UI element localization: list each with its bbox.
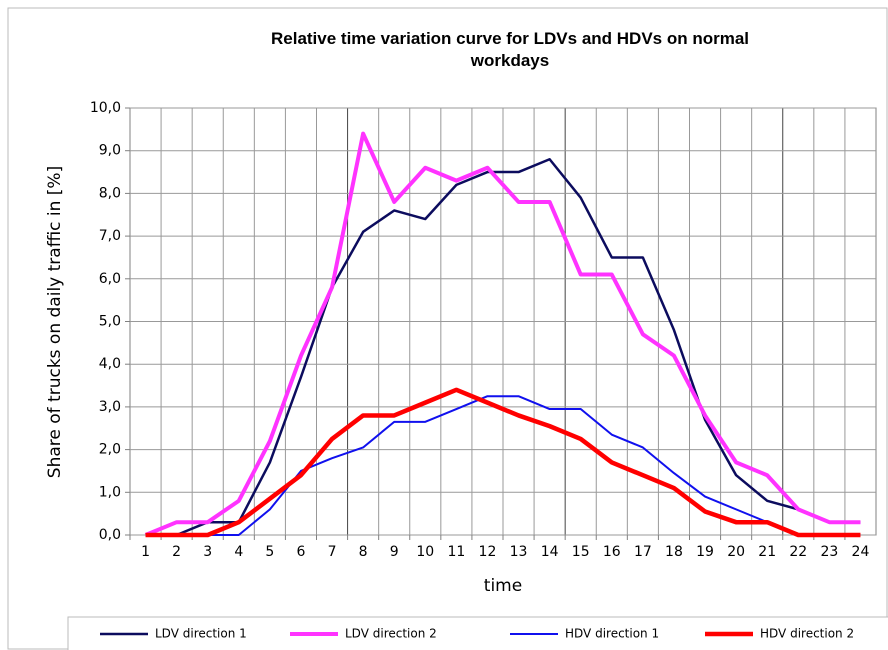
series-line bbox=[145, 395, 861, 536]
x-tick-label: 10 bbox=[416, 544, 434, 560]
y-tick-label: 3,0 bbox=[99, 399, 121, 415]
x-tick-label: 11 bbox=[447, 544, 465, 560]
x-tick-label: 21 bbox=[758, 544, 776, 560]
x-tick-label: 8 bbox=[359, 544, 368, 560]
y-tick-label: 10,0 bbox=[90, 100, 121, 116]
x-tick-label: 9 bbox=[390, 544, 399, 560]
legend-label: HDV direction 2 bbox=[760, 627, 854, 641]
x-tick-label: 15 bbox=[572, 544, 590, 560]
x-tick-label: 18 bbox=[665, 544, 683, 560]
y-tick-label: 1,0 bbox=[99, 484, 121, 500]
y-tick-label: 5,0 bbox=[99, 314, 121, 330]
x-tick-label: 4 bbox=[234, 544, 243, 560]
legend-label: HDV direction 1 bbox=[565, 627, 659, 641]
x-tick-label: 2 bbox=[172, 544, 181, 560]
x-tick-label: 12 bbox=[479, 544, 497, 560]
y-tick-label: 4,0 bbox=[99, 356, 121, 372]
y-tick-label: 0,0 bbox=[99, 527, 121, 543]
x-tick-label: 6 bbox=[296, 544, 305, 560]
chart-title: Relative time variation curve for LDVs a… bbox=[270, 29, 750, 70]
series-line bbox=[145, 157, 861, 537]
x-tick-label: 24 bbox=[852, 544, 870, 560]
x-axis-label: time bbox=[484, 576, 522, 596]
legend-label: LDV direction 1 bbox=[155, 627, 247, 641]
y-tick-label: 9,0 bbox=[99, 143, 121, 159]
x-tick-label: 22 bbox=[789, 544, 807, 560]
legend-label: LDV direction 2 bbox=[345, 627, 437, 641]
y-tick-label: 6,0 bbox=[99, 271, 121, 287]
x-tick-label: 20 bbox=[727, 544, 745, 560]
x-tick-label: 7 bbox=[328, 544, 337, 560]
x-tick-label: 1 bbox=[141, 544, 150, 560]
y-tick-label: 8,0 bbox=[99, 185, 121, 201]
y-tick-label: 2,0 bbox=[99, 442, 121, 458]
y-axis-label: Share of trucks on daily traffic in [%] bbox=[45, 166, 65, 478]
x-tick-label: 5 bbox=[265, 544, 274, 560]
series-line bbox=[145, 387, 861, 538]
series-line bbox=[144, 131, 861, 537]
x-tick-label: 19 bbox=[696, 544, 714, 560]
y-tick-label: 7,0 bbox=[99, 228, 121, 244]
x-tick-label: 23 bbox=[820, 544, 838, 560]
x-tick-label: 3 bbox=[203, 544, 212, 560]
x-tick-label: 14 bbox=[541, 544, 559, 560]
x-tick-label: 16 bbox=[603, 544, 621, 560]
x-tick-label: 17 bbox=[634, 544, 652, 560]
x-tick-label: 13 bbox=[510, 544, 528, 560]
